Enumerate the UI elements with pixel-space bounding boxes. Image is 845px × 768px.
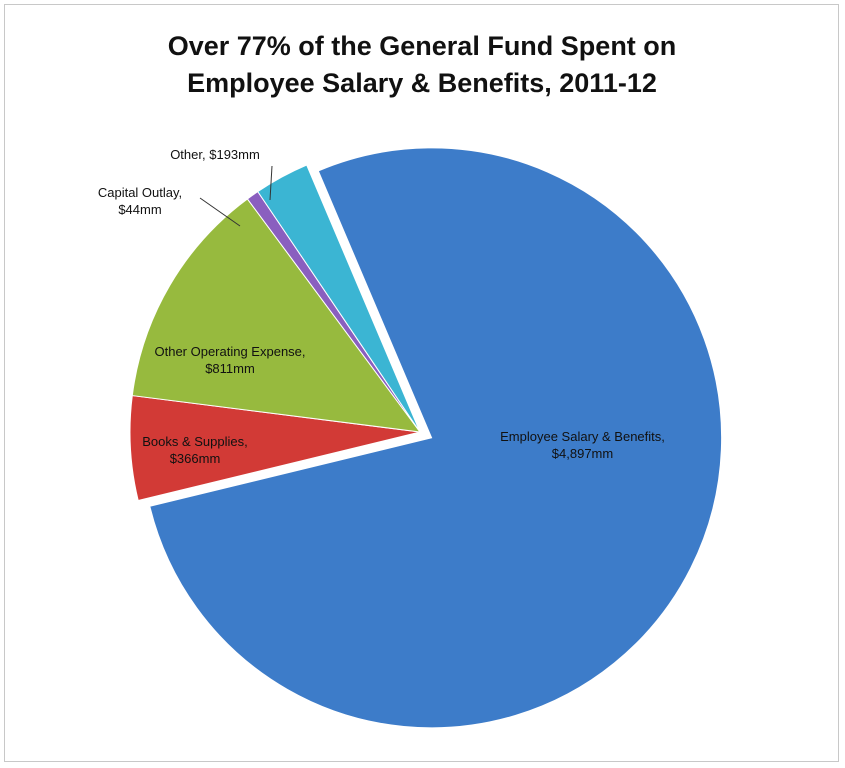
data-label: Employee Salary & Benefits, $4,897mm (500, 428, 665, 462)
category-label: Employee Salary & Benefits, (500, 429, 665, 444)
chart-frame (4, 4, 839, 762)
pie-slice (149, 147, 723, 729)
value-label: $193mm (209, 147, 260, 162)
pie-slice (257, 164, 421, 433)
chart-title: Over 77% of the General Fund Spent on (168, 31, 677, 61)
category-label: Other Operating Expense, (154, 344, 306, 359)
value-label: $4,897mm (551, 446, 614, 461)
value-label: $811mm (205, 361, 255, 376)
data-label: Other Operating Expense, $811mm (150, 343, 310, 377)
data-label: Books & Supplies, $366mm (130, 433, 260, 467)
category-label: Books & Supplies, (142, 434, 248, 449)
leader-line (199, 197, 241, 227)
pie-slice (131, 198, 422, 433)
chart-title: Employee Salary & Benefits, 2011-12 (187, 68, 657, 98)
category-label: Other, (170, 147, 206, 162)
value-label: $44mm (118, 202, 162, 217)
category-label: Capital Outlay, (97, 185, 183, 200)
leader-line (269, 165, 273, 201)
data-label: Capital Outlay, $44mm (75, 184, 205, 218)
value-label: $366mm (169, 451, 221, 466)
data-label: Other, $193mm (130, 146, 300, 163)
